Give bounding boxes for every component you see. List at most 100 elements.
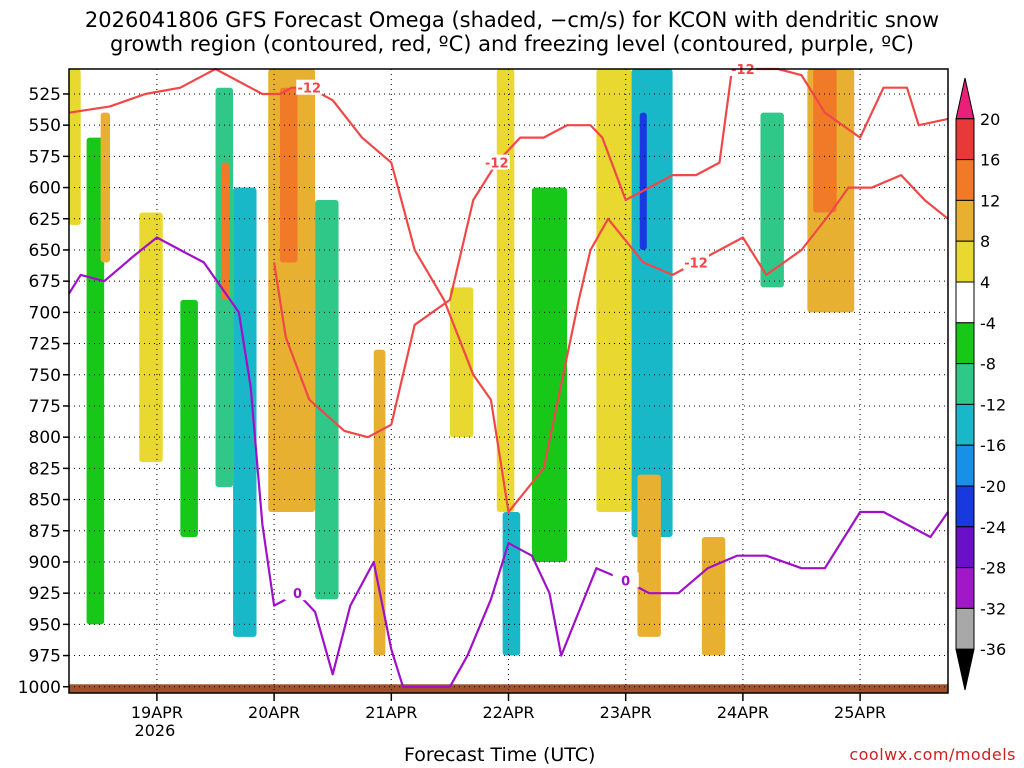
colorbar-label: 16 — [980, 151, 1000, 170]
colorbar-label: 12 — [980, 191, 1000, 210]
omega-patch — [637, 474, 661, 637]
contour-line — [68, 236, 949, 688]
colorbar-band — [955, 199, 975, 242]
colorbar-band — [955, 607, 975, 650]
credit-text: coolwx.com/models — [849, 745, 1016, 764]
colorbar-band — [955, 444, 975, 487]
omega-patch — [639, 112, 647, 250]
colorbar-band — [955, 240, 975, 283]
y-tick-label: 950 — [29, 615, 61, 635]
y-tick-label: 825 — [29, 459, 61, 479]
y-tick-label: 900 — [29, 553, 61, 573]
colorbar-band — [955, 159, 975, 201]
x-tick-label: 24APR — [717, 703, 769, 722]
colorbar-label: -36 — [980, 640, 1006, 659]
colorbar-label: -20 — [980, 477, 1006, 496]
y-tick-label: 850 — [29, 491, 61, 511]
contour-label-bg — [296, 79, 323, 95]
colorbar-label: 20 — [980, 110, 1000, 129]
x-axis-label: Forecast Time (UTC) — [404, 744, 596, 766]
colorbar-label: -24 — [980, 518, 1006, 537]
omega-patch — [760, 112, 784, 288]
colorbar-band — [955, 281, 975, 324]
y-tick-label: 800 — [29, 428, 61, 448]
x-tick-label: 25APR — [834, 703, 886, 722]
colorbar-band — [955, 485, 975, 528]
colorbar-band — [955, 363, 975, 405]
omega-patch — [496, 69, 515, 513]
omega-patch — [279, 87, 298, 263]
omega-patch — [315, 200, 339, 600]
y-tick-label: 875 — [29, 522, 61, 542]
x-tick-label: 22APR — [482, 703, 534, 722]
colorbar-label: -32 — [980, 599, 1006, 618]
colorbar-band — [955, 118, 975, 161]
colorbar-cap-top — [955, 77, 975, 120]
colorbar: 20 16 12 8 4 -4 -8 -12 -16 -20 -24 -28 -32 -36 — [955, 77, 1006, 691]
y-tick-label: 925 — [29, 584, 61, 604]
y-tick-label: 525 — [29, 85, 61, 105]
colorbar-label: -8 — [980, 355, 996, 374]
y-axis: 525 550 575 600 625 650 675 700 725 750 775 800 825 8… — [18, 85, 69, 698]
contour-label-bg — [483, 154, 510, 170]
x-tick-label: 23APR — [600, 703, 652, 722]
chart-title-line2: growth region (contoured, red, ºC) and f… — [110, 32, 914, 56]
omega-patch — [180, 299, 198, 537]
y-tick-label: 775 — [29, 397, 61, 417]
omega-patch — [100, 112, 111, 263]
contour-label: -12 — [298, 82, 322, 97]
omega-patch — [502, 512, 521, 656]
colorbar-label: 4 — [980, 273, 990, 292]
colorbar-label: -28 — [980, 559, 1006, 578]
contour-label: -12 — [731, 63, 755, 78]
colorbar-band — [955, 403, 975, 446]
x-year-label: 2026 — [135, 721, 176, 740]
y-tick-label: 700 — [29, 303, 61, 323]
contour-label-bg — [284, 585, 311, 601]
y-tick-label: 575 — [29, 147, 61, 167]
y-tick-label: 600 — [29, 179, 61, 199]
y-tick-label: 625 — [29, 210, 61, 230]
y-tick-label: 975 — [29, 647, 61, 667]
y-tick-label: 550 — [29, 116, 61, 136]
contour-label-bg — [683, 254, 710, 270]
omega-patch — [86, 137, 105, 625]
colorbar-band — [955, 322, 975, 365]
y-tick-label: 1000 — [18, 678, 61, 698]
colorbar-label: -4 — [980, 314, 996, 333]
omega-patch — [596, 69, 632, 513]
colorbar-label: -12 — [980, 395, 1006, 414]
grid-lines — [69, 69, 948, 693]
x-tick-label: 20APR — [248, 703, 300, 722]
x-tick-label: 21APR — [365, 703, 417, 722]
omega-patch — [701, 537, 726, 656]
colorbar-cap-bottom — [955, 648, 975, 691]
omega-patch — [233, 187, 257, 637]
omega-patch — [631, 69, 673, 537]
omega-patch — [813, 69, 837, 213]
contour-line — [273, 67, 949, 439]
colorbar-band — [955, 567, 975, 609]
omega-patch — [449, 287, 474, 438]
y-tick-label: 650 — [29, 241, 61, 261]
contour-label: 0 — [621, 575, 630, 590]
colorbar-band — [955, 526, 975, 569]
contour-label: -12 — [684, 256, 708, 271]
contour-label: 0 — [293, 587, 302, 602]
contour-line — [68, 67, 949, 514]
omega-patch — [69, 69, 81, 225]
contour-label: -12 — [485, 157, 509, 172]
y-tick-label: 750 — [29, 366, 61, 386]
chart-title-line1: 2026041806 GFS Forecast Omega (shaded, −… — [84, 8, 940, 32]
colorbar-label: 8 — [980, 232, 990, 251]
omega-shading — [69, 69, 855, 656]
contour-lines: -12 -12 -12 -12 0 0 — [68, 61, 949, 688]
colorbar-label: -16 — [980, 436, 1006, 455]
y-tick-label: 675 — [29, 272, 61, 292]
y-tick-label: 725 — [29, 335, 61, 355]
ground-terrain — [69, 684, 948, 693]
omega-patch — [221, 162, 230, 300]
contour-label-bg — [612, 572, 639, 588]
